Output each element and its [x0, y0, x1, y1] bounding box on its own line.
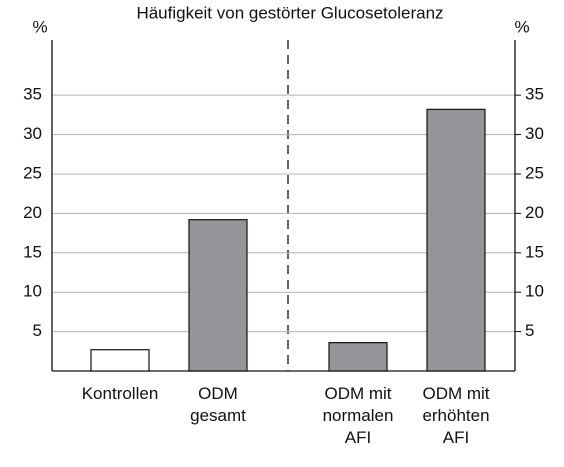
y-axis-label: % — [32, 17, 47, 36]
bar — [426, 108, 486, 372]
bar — [90, 349, 150, 372]
y2-tick-label: 25 — [525, 163, 544, 182]
bar — [328, 342, 388, 372]
x-tick-label: ODM gesamt — [190, 384, 246, 425]
y-tick-label: 10 — [23, 282, 42, 301]
y2-tick-label: 10 — [525, 282, 544, 301]
y-tick-label: 15 — [23, 242, 42, 261]
y-tick-label: 5 — [33, 321, 42, 340]
x-tick-label: ODM mit erhöhten AFI — [422, 384, 490, 447]
chart-title: Häufigkeit von gestörter Glucosetoleranz — [136, 3, 443, 22]
y2-tick-label: 20 — [525, 203, 544, 222]
y-tick-label: 35 — [23, 85, 42, 104]
y-tick-label: 30 — [23, 124, 42, 143]
y2-tick-label: 15 — [525, 242, 544, 261]
y-tick-label: 25 — [23, 163, 42, 182]
y2-axis-label: % — [514, 17, 529, 36]
x-tick-label: Kontrollen — [81, 384, 159, 403]
y2-tick-label: 35 — [525, 85, 544, 104]
bar — [188, 219, 248, 372]
y-tick-label: 20 — [23, 203, 42, 222]
y2-tick-label: 5 — [525, 321, 534, 340]
x-tick-label: ODM mit normalen AFI — [322, 384, 394, 447]
y2-tick-label: 30 — [525, 124, 544, 143]
